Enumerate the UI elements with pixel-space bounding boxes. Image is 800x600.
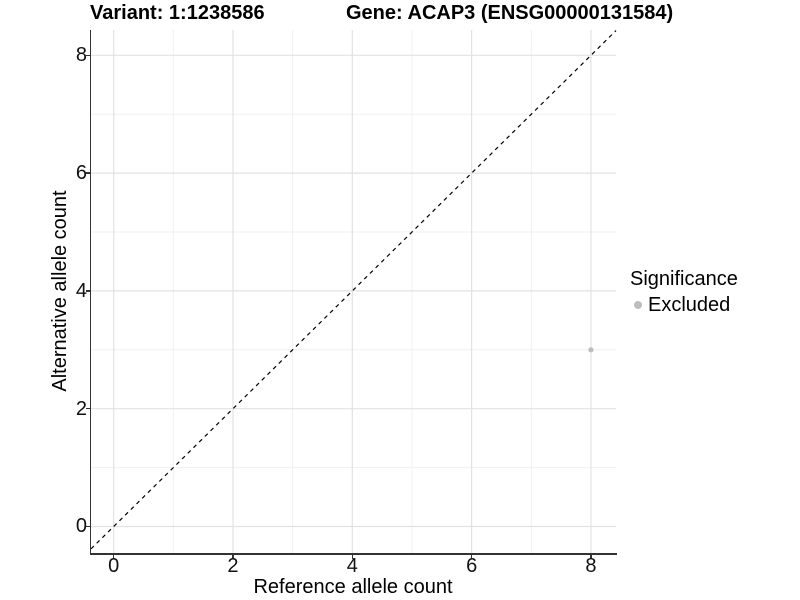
x-tick-label: 2 <box>227 555 239 577</box>
x-tick-label: 0 <box>108 555 120 577</box>
legend-title: Significance <box>630 268 738 290</box>
x-tick-mark <box>232 554 234 559</box>
legend-point-icon <box>634 301 642 309</box>
gene-title: Gene: ACAP3 (ENSG00000131584) <box>346 2 674 24</box>
x-tick-mark <box>351 554 354 559</box>
y-tick-mark <box>85 290 90 292</box>
y-tick-mark <box>85 525 90 528</box>
x-tick-label: 4 <box>346 555 358 577</box>
x-axis-title: Reference allele count <box>253 576 453 598</box>
y-tick-label: 2 <box>75 397 87 420</box>
y-tick-mark <box>85 54 90 57</box>
y-axis-title: Alternative allele count <box>49 190 71 392</box>
y-tick-mark <box>85 407 90 410</box>
x-tick-mark <box>590 554 592 559</box>
identity-line <box>90 30 617 550</box>
variant-title: Variant: 1:1238586 <box>90 2 265 24</box>
plot-area-svg <box>90 30 617 553</box>
x-tick-label: 6 <box>466 555 478 577</box>
x-tick-mark <box>112 554 115 559</box>
plot-panel <box>90 30 617 553</box>
legend: Significance Excluded <box>630 267 738 316</box>
y-tick-label: 0 <box>75 515 87 538</box>
y-tick-mark <box>85 172 90 174</box>
data-point-excluded <box>588 347 594 353</box>
legend-item-excluded: Excluded <box>630 294 738 316</box>
x-tick-label: 8 <box>585 555 597 577</box>
legend-item-label: Excluded <box>648 294 731 316</box>
y-axis-line <box>89 30 91 555</box>
x-axis-line <box>89 553 617 555</box>
y-tick-label: 8 <box>75 44 87 67</box>
y-tick-label: 4 <box>75 279 87 302</box>
x-tick-mark <box>470 554 473 559</box>
y-tick-label: 6 <box>75 162 87 185</box>
